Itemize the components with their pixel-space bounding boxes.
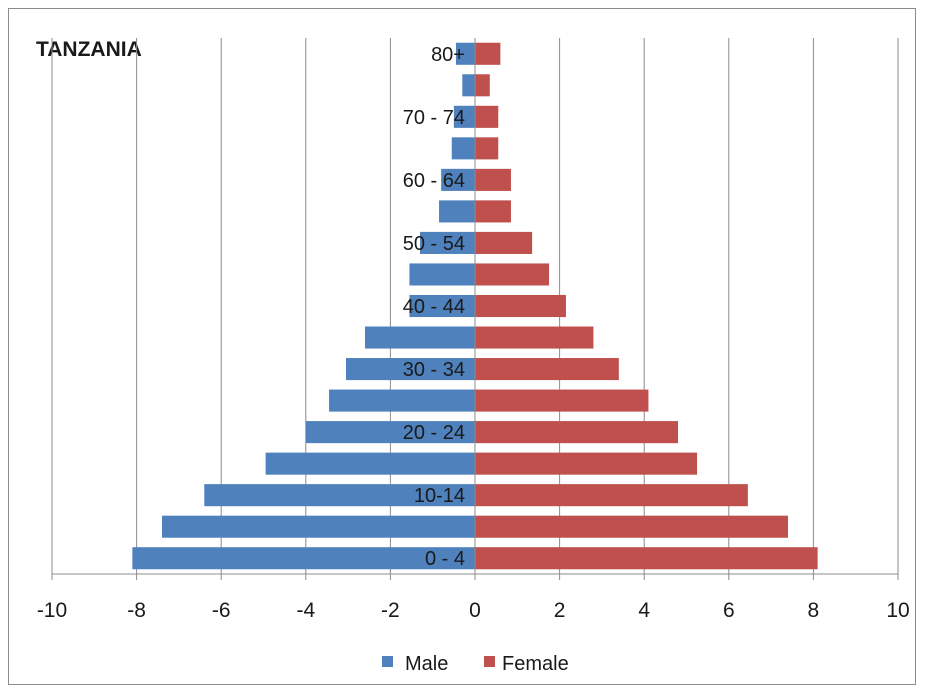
bar-female (475, 168, 511, 191)
category-label: 10-14 (414, 485, 465, 507)
bar-male (161, 515, 476, 538)
bar-female (475, 137, 499, 160)
bar-male (204, 484, 475, 507)
category-label: 50 - 54 (403, 233, 465, 255)
bar-male (265, 452, 475, 475)
bar-female (475, 200, 511, 223)
x-tick-label: -8 (127, 599, 146, 622)
x-tick-label: -4 (296, 599, 315, 622)
category-label: 70 - 74 (403, 107, 465, 129)
bar-male (305, 421, 475, 444)
bar-male (420, 231, 475, 254)
legend: Male Female (382, 653, 569, 675)
bar-male (132, 547, 475, 570)
bar-female (475, 231, 533, 254)
legend-swatch-male (382, 656, 393, 667)
bar-male (329, 389, 475, 412)
bar-male (441, 168, 475, 191)
bar-female (475, 294, 566, 318)
x-tick-label: 0 (469, 599, 481, 622)
category-label: 20 - 24 (403, 422, 465, 444)
x-tick-label: -6 (212, 599, 231, 622)
category-label: 40 - 44 (403, 296, 465, 318)
bar-female (475, 452, 698, 475)
bar-female (475, 515, 789, 538)
bar-male (409, 263, 475, 286)
bar-female (475, 547, 818, 570)
chart-title: TANZANIA (36, 38, 142, 61)
bar-female (475, 42, 501, 65)
x-tick-label: -10 (37, 599, 67, 622)
x-tick-label: 2 (554, 599, 566, 622)
bar-male (365, 326, 475, 349)
x-axis: -10 -8 -6 -4 -2 0 2 4 6 8 10 (37, 38, 910, 622)
bar-female (475, 326, 594, 349)
bar-female (475, 484, 748, 507)
bar-female (475, 105, 499, 128)
category-label: 60 - 64 (403, 170, 465, 192)
bar-male (462, 74, 475, 97)
x-tick-label: -2 (381, 599, 400, 622)
legend-label-female: Female (502, 653, 569, 675)
bar-female (475, 74, 490, 97)
bar-female (475, 421, 679, 444)
legend-swatch-female (484, 656, 495, 667)
x-tick-label: 8 (808, 599, 820, 622)
bars (132, 42, 818, 570)
bar-male (409, 294, 475, 318)
bar-male (439, 200, 475, 223)
bar-female (475, 389, 649, 412)
bar-female (475, 358, 619, 381)
bar-male (455, 42, 475, 65)
x-tick-label: 6 (723, 599, 735, 622)
x-tick-label: 4 (638, 599, 650, 622)
category-label: 0 - 4 (425, 548, 465, 570)
category-labels: 0 - 4 10-14 20 - 24 30 - 34 40 - 44 50 - 54 60… (403, 44, 465, 570)
bar-male (345, 358, 475, 381)
bar-male (453, 105, 475, 128)
category-label: 30 - 34 (403, 359, 465, 381)
bar-female (475, 263, 550, 286)
x-tick-label: 10 (886, 599, 909, 622)
legend-label-male: Male (405, 653, 448, 675)
category-label: 80+ (431, 44, 465, 66)
bar-male (451, 137, 475, 160)
